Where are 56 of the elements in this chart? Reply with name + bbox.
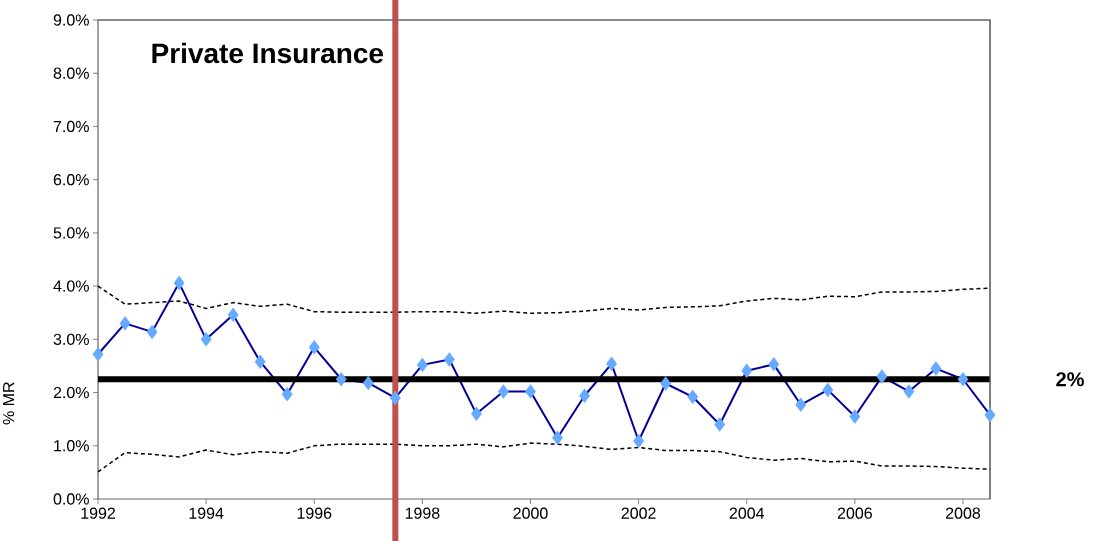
point	[903, 384, 915, 399]
point	[822, 382, 834, 398]
point	[389, 390, 401, 406]
point	[308, 340, 320, 355]
x-tick-label: 1996	[297, 507, 332, 519]
point	[498, 384, 509, 399]
point	[741, 363, 753, 378]
point	[470, 406, 482, 422]
point	[552, 430, 563, 445]
point	[146, 324, 158, 340]
point	[416, 357, 428, 373]
y-tick-label: 2.0%	[53, 386, 89, 399]
point	[714, 417, 726, 432]
x-tick-label: 2002	[621, 507, 656, 519]
y-tick-label: 3.0%	[53, 333, 89, 345]
x-tick-label: 1998	[405, 507, 440, 519]
point	[795, 397, 807, 412]
text: Private Insurance	[152, 42, 384, 64]
point	[579, 388, 590, 403]
point	[687, 389, 699, 405]
y-tick-label: 0.0%	[53, 493, 89, 505]
point	[984, 407, 996, 423]
y-tick-label: 7.0%	[53, 120, 89, 133]
point	[633, 433, 645, 449]
y-tick-label: 4.0%	[53, 280, 89, 292]
point	[119, 316, 131, 331]
x-tick-label: 1992	[81, 507, 115, 519]
point	[173, 275, 185, 291]
point	[443, 352, 455, 367]
x-tick-label: 2006	[837, 507, 872, 519]
point	[335, 372, 347, 387]
point	[876, 369, 888, 384]
x-tick-label: 1994	[189, 507, 224, 519]
x-tick-label: 2008	[946, 507, 981, 519]
point	[200, 332, 212, 347]
y-tick-label: 8.0%	[53, 67, 89, 79]
x-tick-label: 2000	[513, 507, 548, 519]
y-axis-title: % MR	[3, 382, 15, 425]
point	[849, 409, 861, 424]
point	[957, 372, 969, 387]
y-tick-label: 9.0%	[53, 14, 89, 26]
point	[281, 386, 293, 402]
x-tick-label: 2004	[729, 507, 765, 519]
point	[254, 354, 266, 369]
y-tick-label: 1.0%	[54, 440, 89, 452]
point	[92, 347, 104, 362]
point	[606, 356, 618, 372]
point	[930, 361, 942, 376]
point	[227, 307, 239, 323]
point	[768, 357, 780, 372]
point	[362, 375, 374, 391]
point	[660, 376, 672, 391]
y-tick-label: 5.0%	[53, 227, 89, 239]
point	[525, 384, 536, 399]
ref-line-label: 2%	[1056, 372, 1084, 387]
y-tick-label: 6.0%	[53, 174, 89, 186]
